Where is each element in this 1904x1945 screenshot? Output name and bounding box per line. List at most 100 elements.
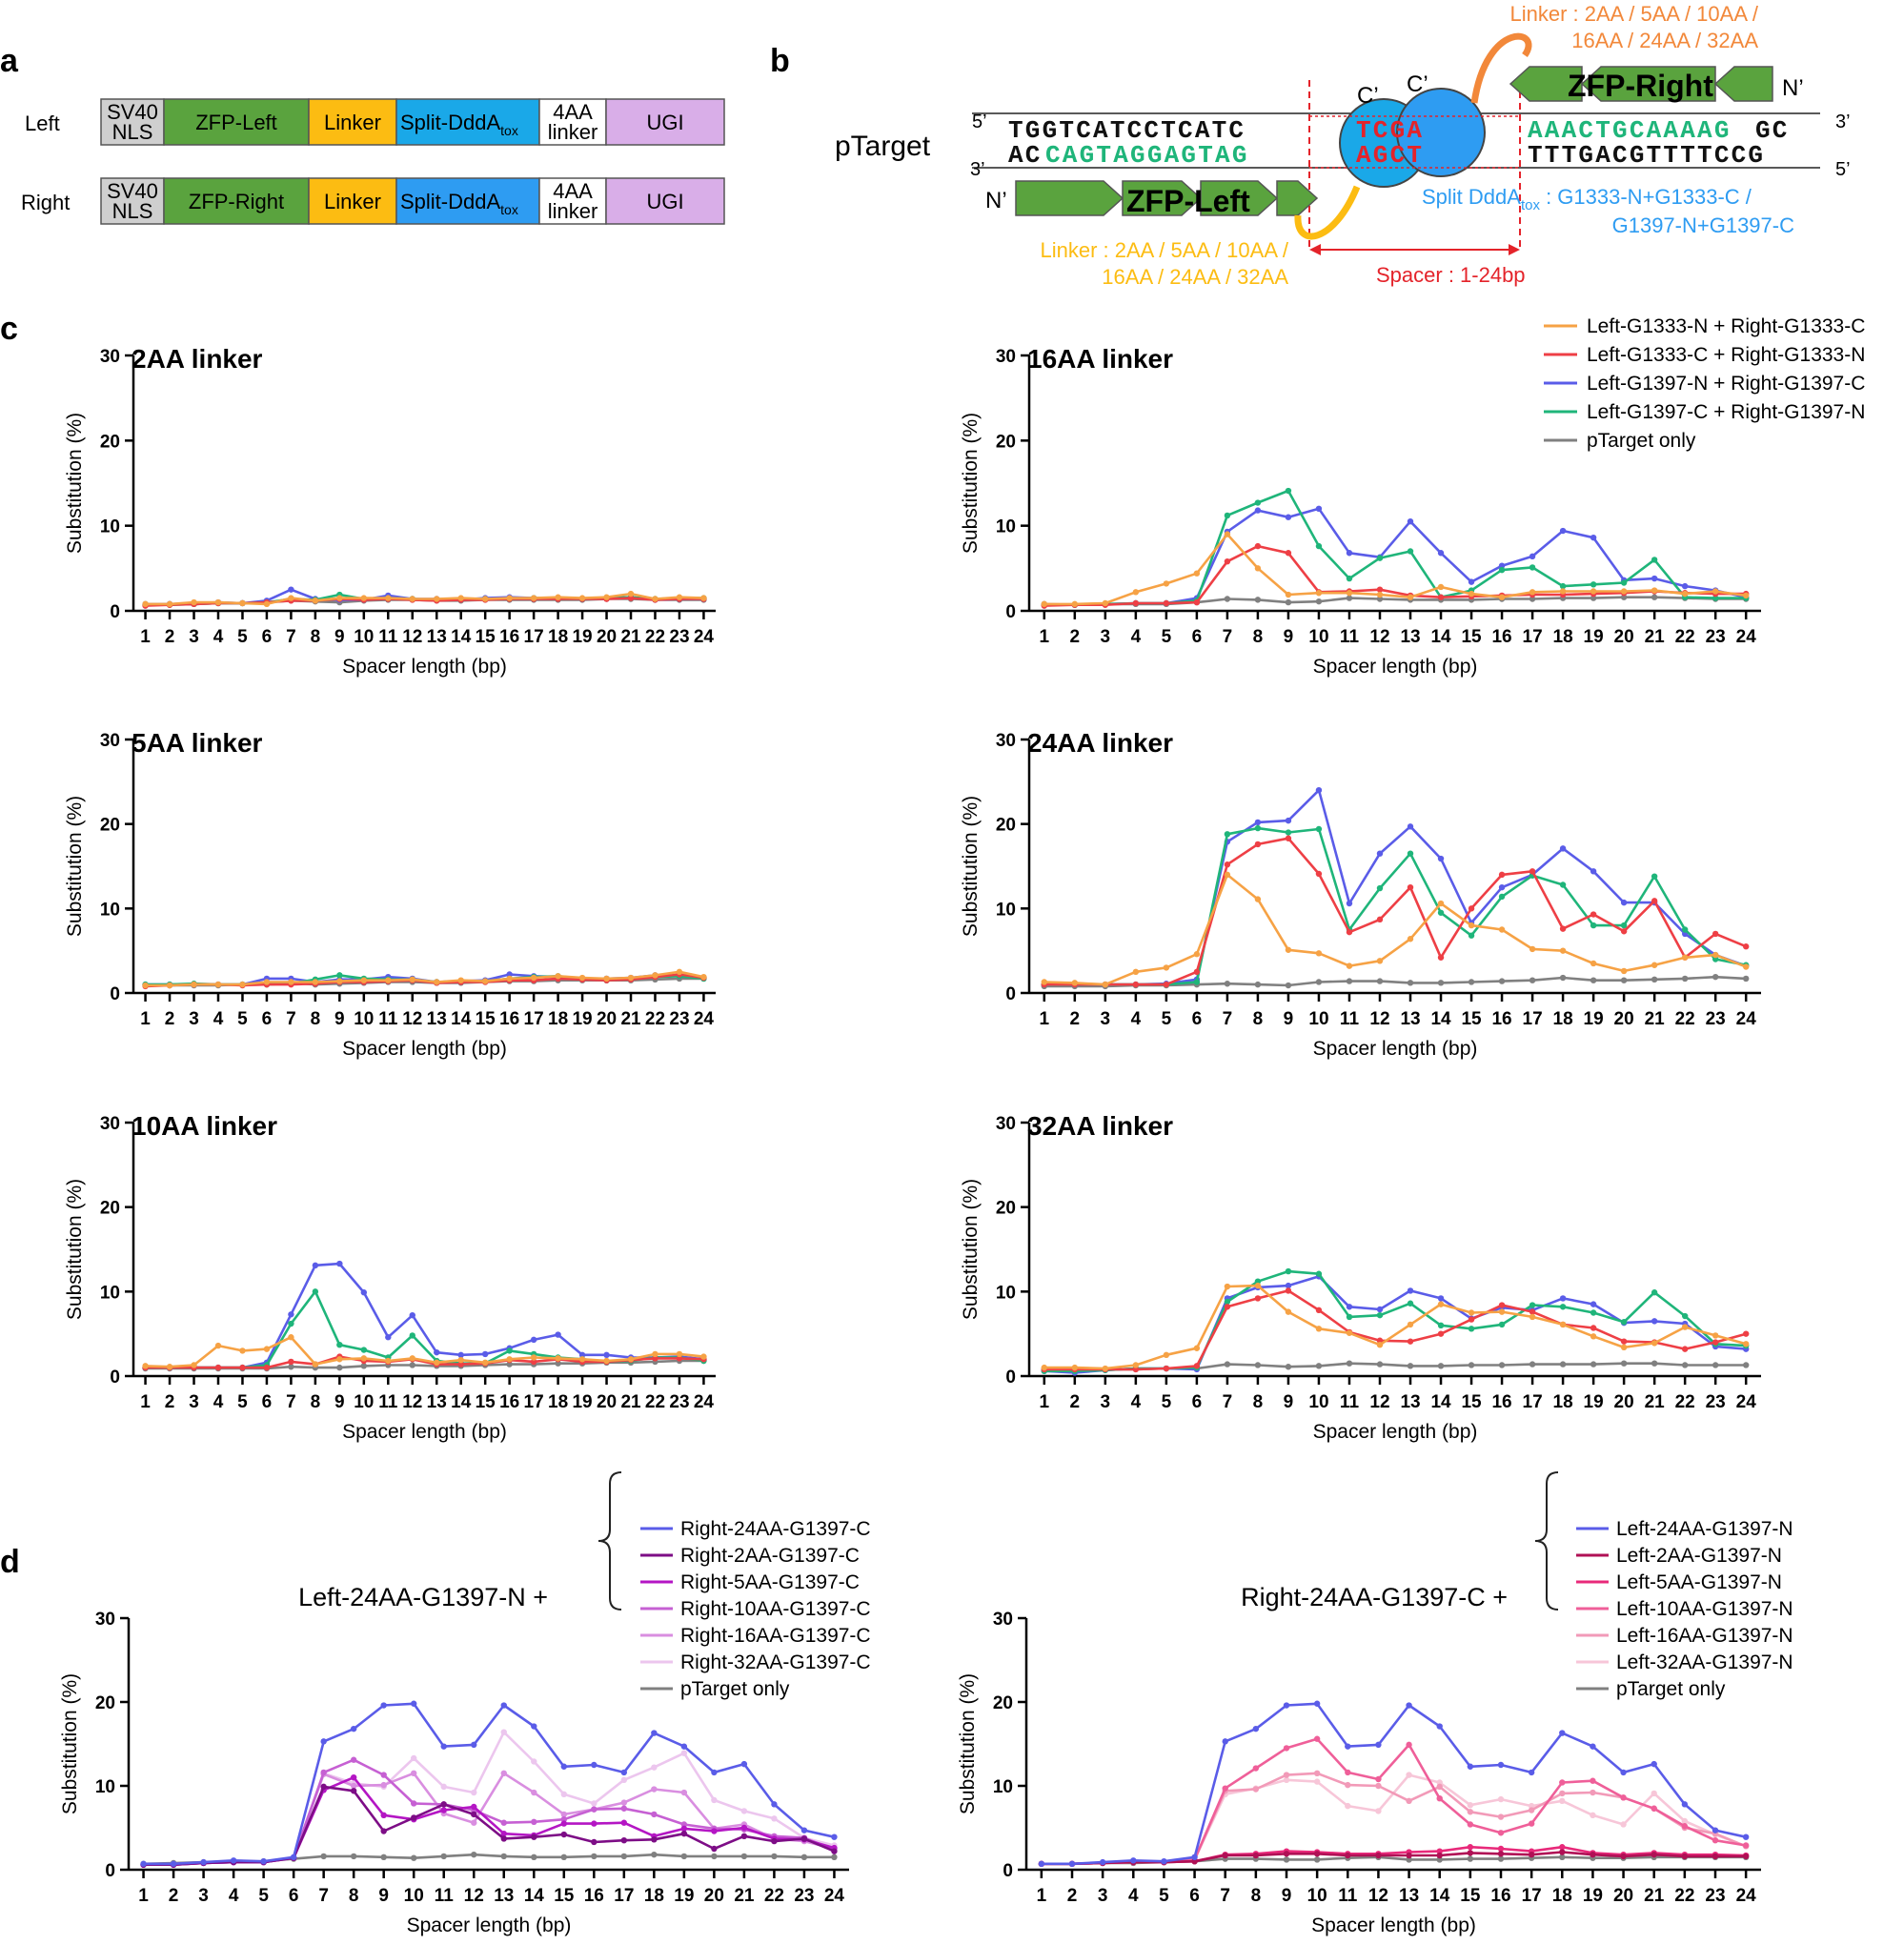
data-point — [652, 596, 658, 602]
data-point — [651, 1836, 658, 1843]
nls-label: SV40 — [107, 100, 158, 124]
data-point — [1620, 922, 1628, 929]
data-point — [1376, 1341, 1384, 1348]
chart-title: 24AA linker — [1027, 728, 1173, 758]
data-point — [1315, 590, 1323, 597]
data-point — [531, 1723, 537, 1730]
data-point — [591, 1853, 598, 1860]
y-tick-label: 0 — [1005, 1368, 1016, 1388]
data-point — [1742, 975, 1750, 983]
data-point — [200, 1858, 207, 1866]
data-point — [1346, 962, 1353, 969]
x-tick-label: 24 — [824, 1886, 845, 1906]
x-tick-label: 7 — [1223, 627, 1233, 647]
zfp-left-label: ZFP-Left — [195, 111, 277, 134]
legend-label: pTarget only — [1587, 430, 1696, 452]
data-point — [380, 1781, 387, 1789]
x-tick-label: 21 — [620, 1392, 641, 1412]
y-axis-label: Substitution (%) — [960, 796, 982, 937]
data-point — [1376, 978, 1384, 984]
data-point — [320, 1769, 327, 1776]
y-tick-label: 20 — [100, 1199, 120, 1219]
x-tick-label: 15 — [476, 627, 496, 647]
x-tick-label: 15 — [554, 1886, 575, 1906]
svg-text:UGI: UGI — [646, 190, 683, 213]
svg-text:NLS: NLS — [112, 199, 153, 223]
data-point — [263, 979, 271, 985]
x-tick-label: 24 — [1736, 1392, 1757, 1412]
data-point — [263, 1346, 271, 1352]
data-point — [560, 1820, 567, 1827]
legend-label: Left-24AA-G1397-N — [1616, 1518, 1793, 1540]
data-point — [800, 1835, 808, 1842]
d-right-prefix: Right-24AA-G1397-C + — [1241, 1583, 1508, 1611]
data-point — [1712, 973, 1719, 981]
data-point — [312, 1262, 319, 1269]
data-point — [1406, 1852, 1412, 1859]
data-point — [711, 1845, 718, 1853]
data-point — [1651, 557, 1658, 563]
data-point — [1163, 1351, 1170, 1359]
data-point — [320, 1853, 327, 1860]
x-tick-label: 22 — [645, 627, 665, 647]
data-point — [531, 1818, 537, 1826]
data-point — [380, 1854, 387, 1861]
x-tick-label: 1 — [1040, 1392, 1050, 1412]
data-point — [1620, 1360, 1628, 1367]
data-point — [1529, 1302, 1536, 1308]
x-tick-label: 13 — [494, 1886, 514, 1906]
data-point — [1254, 819, 1262, 826]
data-point — [457, 1351, 464, 1359]
data-point — [1222, 1852, 1228, 1859]
d-right-legend: Left-24AA-G1397-N Left-2AA-G1397-N Left-… — [1576, 1518, 1793, 1700]
data-point — [1498, 1321, 1506, 1328]
data-point — [1346, 928, 1353, 936]
series-right-10aa-g1397-c — [140, 1756, 838, 1868]
data-point — [1742, 943, 1750, 950]
data-point — [700, 973, 707, 981]
data-point — [1437, 855, 1445, 862]
data-point — [409, 1362, 415, 1368]
data-point — [1285, 598, 1292, 606]
legend-label: Right-32AA-G1397-C — [680, 1651, 871, 1673]
data-point — [434, 1348, 440, 1356]
data-point — [1346, 1360, 1353, 1367]
data-point — [380, 1828, 387, 1834]
data-point — [1498, 566, 1506, 574]
data-point — [1191, 1854, 1198, 1861]
c-prime-left: C’ — [1357, 83, 1379, 109]
x-tick-label: 17 — [1523, 1392, 1543, 1412]
data-point — [1132, 968, 1140, 976]
4aa-linker-block — [538, 98, 607, 146]
data-point — [652, 1355, 658, 1362]
data-point — [1559, 881, 1567, 888]
y-axis-label: Substitution (%) — [64, 796, 86, 937]
data-point — [409, 596, 415, 602]
series-line — [1041, 1773, 1747, 1866]
data-point — [1041, 979, 1048, 985]
series-line — [145, 1262, 704, 1369]
data-point — [1590, 1789, 1596, 1796]
data-point — [214, 1342, 222, 1349]
x-tick-label: 9 — [334, 627, 345, 647]
data-point — [1742, 1853, 1750, 1860]
data-point — [166, 600, 173, 608]
legend-label: pTarget only — [1616, 1678, 1726, 1700]
data-point — [1559, 527, 1567, 535]
legend-label: Left-16AA-G1397-N — [1616, 1625, 1793, 1647]
data-point — [1651, 962, 1658, 968]
x-tick-label: 10 — [354, 1009, 374, 1029]
data-point — [1468, 1362, 1475, 1368]
bottom-strand-mid: AGCT — [1356, 141, 1424, 170]
x-tick-label: 21 — [620, 627, 641, 647]
x-tick-label: 7 — [286, 627, 296, 647]
data-point — [1254, 1295, 1262, 1302]
y-axis-label: Substitution (%) — [957, 1673, 979, 1814]
x-tick-label: 2 — [165, 1392, 175, 1412]
data-point — [440, 1783, 447, 1791]
data-point — [1436, 1795, 1443, 1802]
data-point — [1132, 599, 1140, 607]
data-point — [1529, 945, 1536, 953]
legend-label: Left-G1333-C + Right-G1333-N — [1587, 344, 1865, 366]
